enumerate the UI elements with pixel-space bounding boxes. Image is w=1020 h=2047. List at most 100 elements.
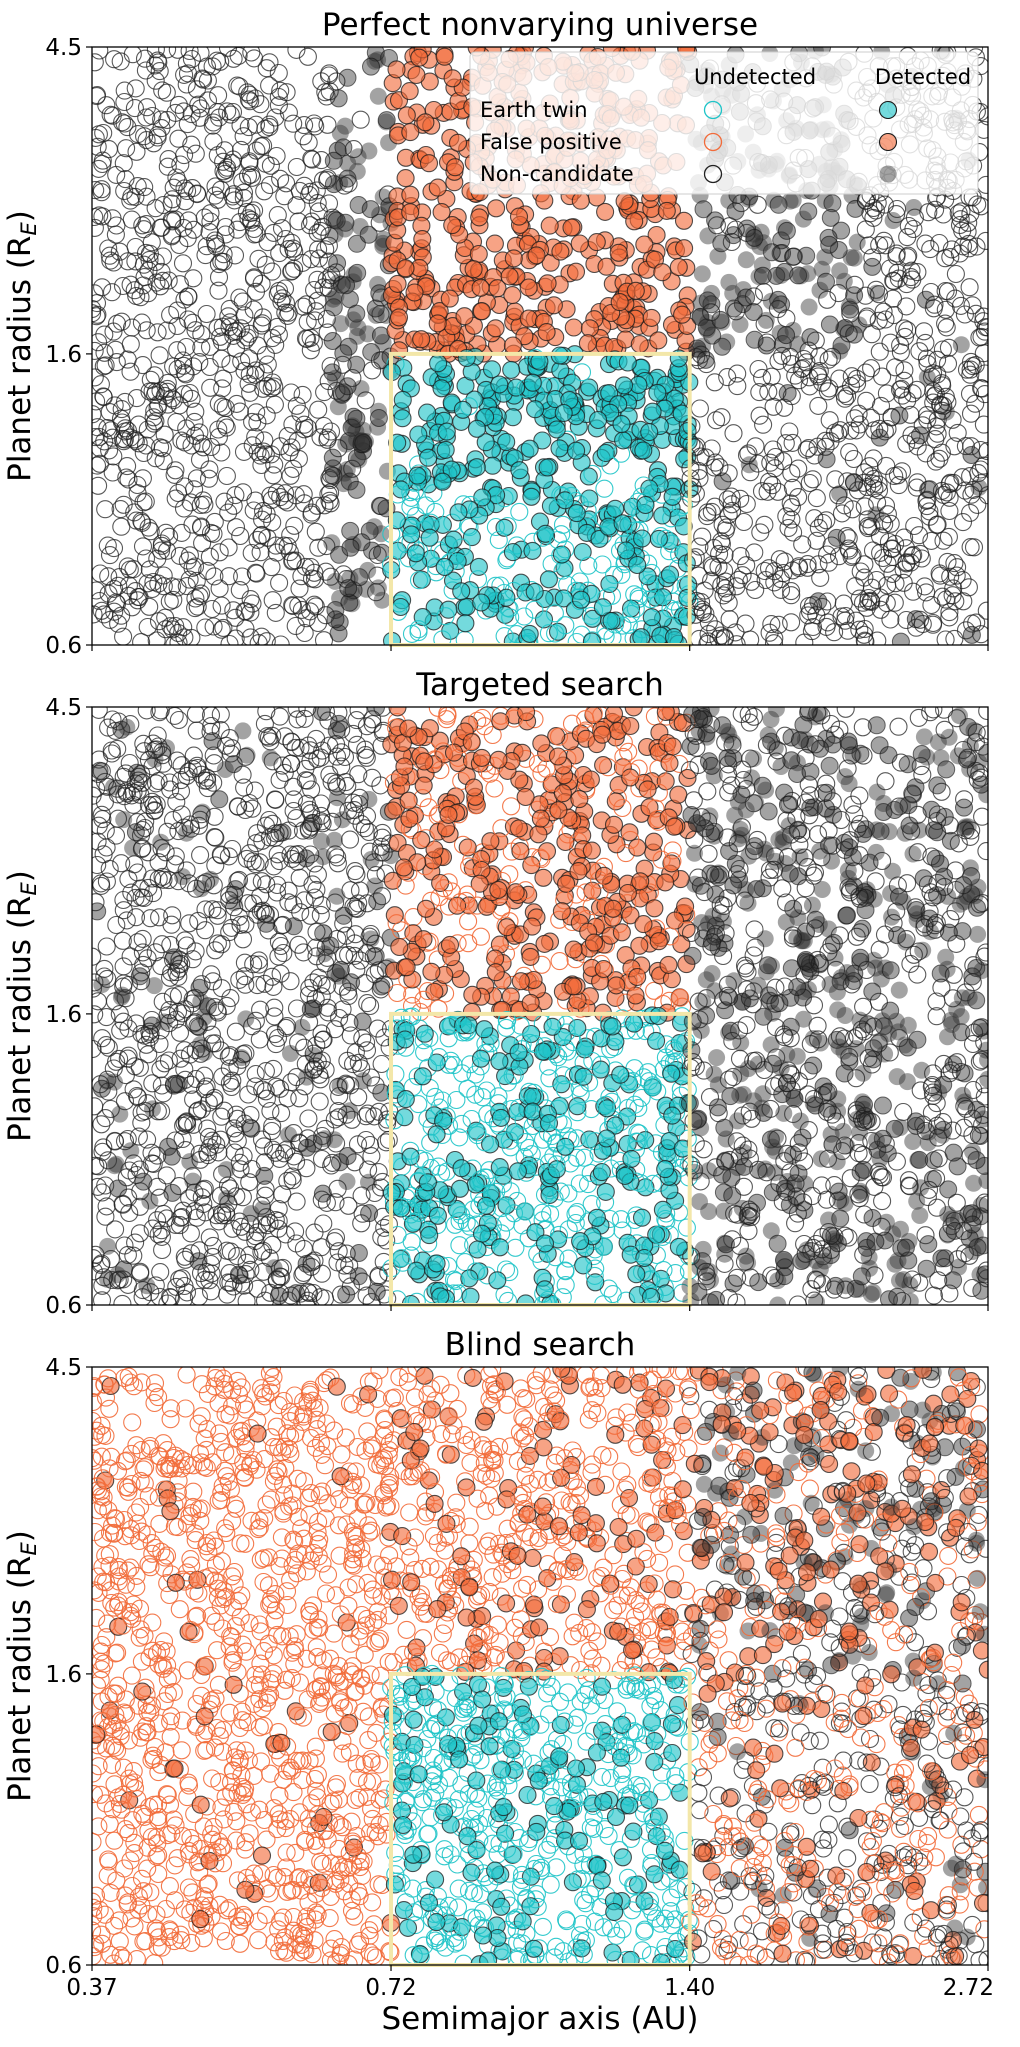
data-point [196,921,215,940]
data-point [247,224,266,243]
data-point [610,293,629,312]
data-point [216,398,235,418]
data-point [686,605,705,624]
data-point [820,411,839,430]
data-point [121,335,140,354]
data-point [759,559,779,578]
data-point [495,489,514,508]
data-point [372,1228,391,1247]
data-point [616,541,636,560]
data-point [103,710,122,729]
data-point [366,866,385,885]
data-point [830,421,850,440]
data-point [596,1193,615,1212]
data-point [140,597,159,616]
data-point [236,619,255,638]
data-point [891,632,910,645]
data-point [100,246,119,265]
data-point [587,233,606,252]
data-point [136,243,156,262]
data-point [621,768,640,787]
data-point [298,707,317,718]
data-point [337,1075,356,1094]
data-point [839,324,858,343]
data-point [92,427,109,447]
data-point [861,591,880,610]
data-point [114,495,133,514]
data-point [201,1254,220,1274]
data-point [483,456,502,475]
data-point [401,203,420,222]
data-point [554,403,573,423]
data-point [891,336,910,355]
y-tick-label: 4.5 [45,35,82,61]
data-point [803,617,823,637]
data-point [201,707,221,725]
data-point [625,212,644,231]
data-point [92,428,105,447]
data-point [200,357,219,377]
data-point [153,81,172,100]
data-point [360,142,378,160]
data-point [92,707,108,719]
data-point [459,934,478,953]
data-point [294,485,313,504]
data-point [291,738,310,757]
data-point [326,1193,345,1212]
data-point [139,751,158,770]
data-point [261,749,279,767]
data-point [883,289,903,308]
data-point [173,254,193,273]
data-point [295,623,314,643]
data-point [699,632,718,645]
data-point [692,294,710,312]
data-point [840,298,858,316]
data-point [195,208,214,227]
data-point [956,437,975,456]
data-point [621,830,640,849]
data-point [178,115,197,134]
data-point [502,797,521,816]
data-point [221,1046,240,1065]
data-point [357,1286,376,1305]
data-point [177,861,196,880]
data-point [604,707,624,723]
data-point [482,360,502,379]
data-point [220,885,239,904]
data-point [519,309,538,328]
data-point [241,92,260,111]
data-point [118,1245,137,1264]
data-point [344,140,363,159]
data-point [184,1115,203,1134]
data-point [95,325,114,344]
data-point [848,233,866,251]
data-point [270,1149,289,1168]
data-point [820,235,839,254]
data-point [712,532,731,551]
data-point [171,1208,190,1227]
data-point [884,212,902,229]
data-point [374,188,392,206]
data-point [664,628,684,645]
data-point [347,355,366,374]
data-point [305,1047,322,1064]
data-point [629,587,648,606]
data-point [346,899,365,918]
data-point [897,275,916,294]
data-point [934,205,953,224]
data-point [614,747,633,766]
data-point [240,1173,259,1192]
data-point [113,986,131,1004]
data-point [146,47,165,59]
data-point [170,1270,189,1289]
points [92,707,988,1305]
data-point [924,364,943,383]
data-point [874,548,893,568]
data-point [221,354,240,374]
data-point [974,344,988,363]
data-point [564,940,583,959]
data-point [702,556,721,575]
data-point [206,828,225,847]
data-point [146,1276,165,1295]
data-point [109,576,128,595]
